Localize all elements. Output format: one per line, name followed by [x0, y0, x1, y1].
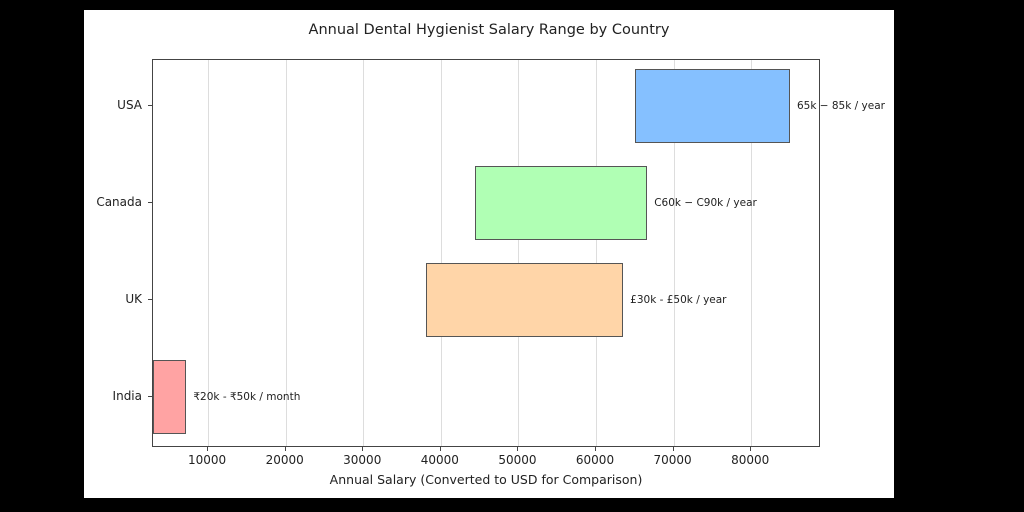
y-tick-mark — [148, 104, 152, 106]
x-tick-mark — [750, 447, 752, 451]
x-tick-label: 70000 — [653, 453, 692, 467]
gridline — [596, 60, 597, 446]
x-tick-mark — [672, 447, 674, 451]
gridline — [518, 60, 520, 446]
y-tick-mark — [148, 395, 152, 397]
x-tick-label: 40000 — [420, 453, 459, 467]
chart-card: Annual Dental Hygienist Salary Range by … — [84, 10, 894, 498]
bar-value-label: C60k − C90k / year — [654, 196, 757, 209]
gridline — [208, 60, 210, 446]
plot-area: ₹20k - ₹50k / month £30k - £50k / year C60… — [152, 59, 885, 447]
x-axis-label: Annual Salary (Converted to USD for Comp… — [329, 472, 643, 487]
bar-value-label: ₹20k - ₹50k / month — [193, 390, 301, 403]
range-bar-usa — [634, 68, 790, 143]
y-tick-label: USA — [117, 97, 142, 112]
gridline — [440, 60, 442, 446]
x-tick-mark — [439, 447, 441, 451]
x-tick-mark — [207, 447, 209, 451]
x-tick-label: 50000 — [498, 453, 537, 467]
x-tick-label: 10000 — [187, 453, 227, 467]
bar-value-label: 65k − 85k / year — [796, 99, 885, 112]
gridline — [751, 60, 753, 446]
y-tick-label: UK — [125, 291, 142, 306]
range-bar-canada — [474, 165, 648, 240]
gridline — [363, 60, 365, 446]
chart-title: Annual Dental Hygienist Salary Range by … — [308, 22, 670, 38]
range-bar-uk — [426, 262, 624, 337]
y-tick-mark — [148, 201, 152, 203]
x-tick-label: 60000 — [575, 453, 615, 467]
gridline — [285, 60, 287, 446]
x-tick-label: 20000 — [265, 453, 304, 467]
x-tick-label: 80000 — [731, 453, 770, 467]
y-tick-label: Canada — [96, 194, 142, 209]
range-bar-india — [153, 359, 187, 434]
gridline — [673, 60, 675, 446]
x-tick-label: 30000 — [343, 453, 382, 467]
y-tick-label: India — [112, 388, 142, 403]
bar-value-label: £30k - £50k / year — [630, 293, 727, 306]
x-tick-mark — [595, 447, 596, 451]
x-tick-mark — [517, 447, 519, 451]
x-tick-mark — [362, 447, 364, 451]
y-tick-mark — [148, 298, 152, 300]
x-tick-mark — [284, 447, 286, 451]
